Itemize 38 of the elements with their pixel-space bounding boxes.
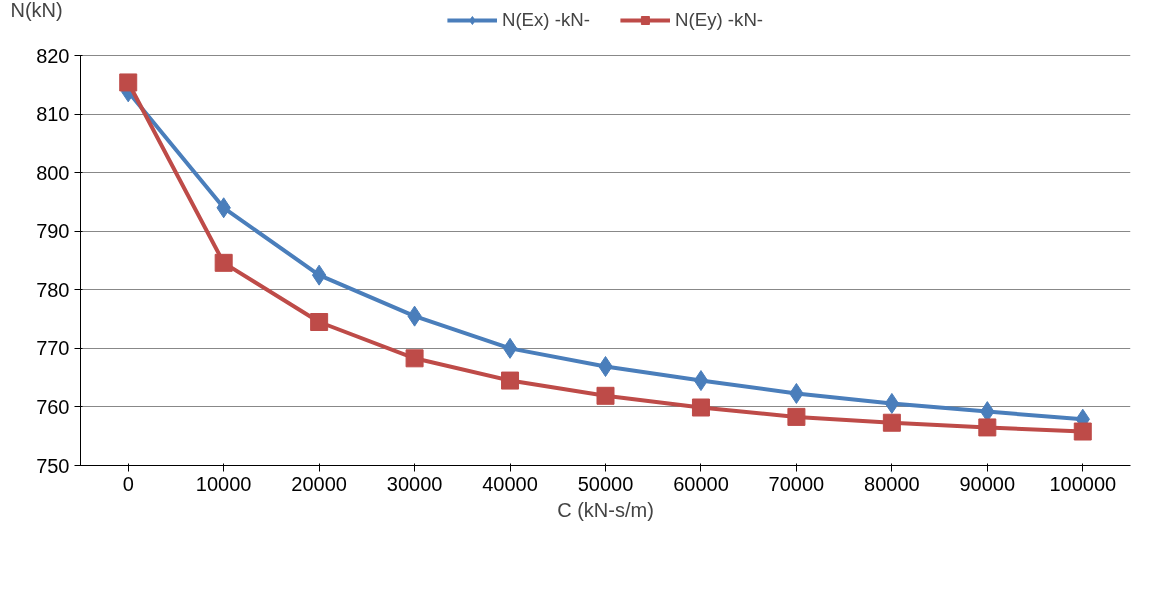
x-tick-label: 0	[122, 472, 134, 495]
legend-label: N(Ex) -kN-	[501, 9, 590, 31]
point	[405, 349, 424, 368]
x-tick-label: 90000	[959, 472, 1016, 495]
x-tick-label: 80000	[864, 472, 920, 495]
x-tick-label: 40000	[482, 472, 538, 495]
y-tick-label: 800	[36, 161, 70, 184]
x-axis-title: C (kN-s/m)	[557, 498, 654, 521]
point	[884, 392, 900, 414]
point	[214, 253, 233, 272]
point	[691, 398, 710, 417]
x-tick-label: 60000	[673, 472, 729, 495]
x-tick-label: 10000	[195, 472, 252, 495]
y-tick-label: 780	[36, 278, 70, 301]
point	[501, 371, 520, 390]
x-tick-label: 30000	[386, 472, 443, 495]
point	[787, 407, 806, 426]
legend-label: N(Ey) -kN-	[675, 9, 764, 31]
point	[311, 264, 327, 286]
point	[1073, 422, 1092, 441]
point	[502, 337, 518, 359]
y-tick-label: 790	[36, 220, 70, 243]
x-tick-label: 100000	[1049, 472, 1117, 495]
y-axis-title: N(kN)	[10, 0, 63, 21]
x-tick-label: 50000	[577, 472, 634, 495]
y-tick-label: 750	[36, 454, 70, 477]
y-tick-label: 760	[36, 395, 70, 418]
point	[310, 313, 329, 331]
y-tick-label: 820	[36, 44, 70, 67]
point	[882, 413, 901, 432]
x-tick-label: 20000	[291, 472, 347, 495]
point	[119, 73, 138, 92]
point	[978, 418, 997, 437]
x-tick-label: 70000	[768, 472, 825, 495]
point	[596, 386, 615, 405]
y-tick-label: 770	[36, 337, 70, 360]
point	[693, 370, 709, 392]
y-tick-label: 810	[36, 103, 70, 126]
